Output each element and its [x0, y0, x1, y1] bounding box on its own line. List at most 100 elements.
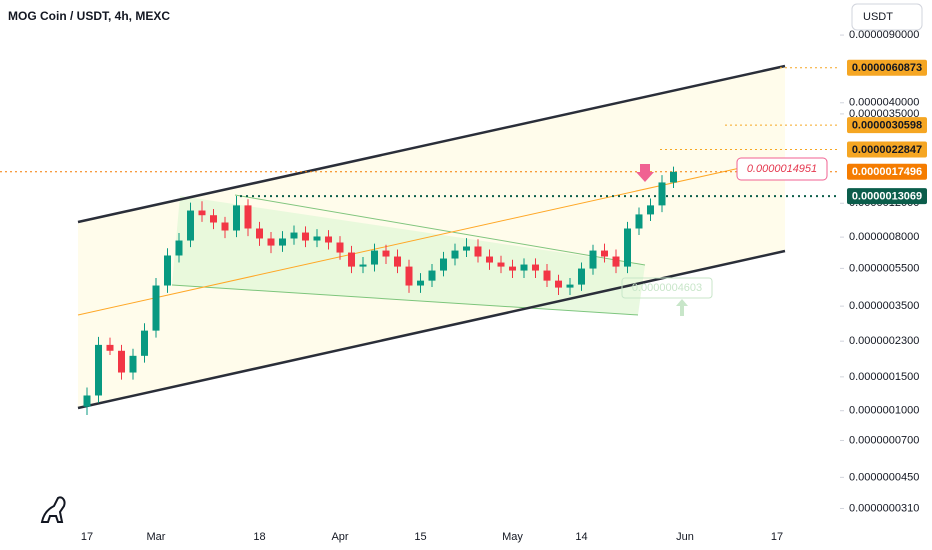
candle-body [463, 246, 470, 251]
signal-arrow [636, 164, 654, 182]
x-tick-label: May [502, 531, 523, 543]
candle-body [509, 266, 516, 271]
candle-body [566, 284, 574, 288]
price-level-label: 0.0000030598 [852, 120, 922, 132]
annotation-box [736, 157, 828, 181]
x-tick-label: Mar [147, 531, 166, 543]
candle-body [359, 264, 367, 267]
y-tick-label: 0.0000000450 [849, 471, 919, 483]
candle-body [325, 236, 332, 243]
x-tick-label: 17 [81, 531, 93, 543]
candle-body [635, 214, 643, 229]
channel-upper [77, 64, 786, 224]
candle-body [405, 266, 413, 286]
candle-body [589, 250, 597, 269]
candle-body [417, 280, 424, 286]
price-level-label: 0.0000060873 [852, 62, 922, 74]
candle-body [198, 210, 206, 216]
price-level-label: 0.0000013069 [852, 191, 922, 203]
candle-body [520, 264, 528, 271]
currency-button[interactable] [851, 3, 923, 31]
candle-body [601, 250, 608, 257]
chart-title: MOG Coin / USDT, 4h, MEXC [8, 9, 170, 23]
logo [40, 496, 66, 523]
candle-body [578, 268, 585, 285]
price-level-box [847, 141, 927, 158]
candle-body [106, 344, 114, 351]
candle-body [440, 258, 447, 271]
channel-lower [77, 249, 786, 410]
x-tick-label: 14 [575, 531, 587, 543]
triangle-upper [234, 194, 646, 266]
candle-body [152, 285, 160, 331]
y-tick-label: 0.0000001000 [849, 405, 919, 417]
candle-body [290, 232, 298, 239]
candle-body [313, 236, 321, 241]
triangle-lower [171, 284, 639, 316]
y-tick-label: 0.0000001500 [849, 371, 919, 383]
candle-body [451, 250, 459, 259]
candle-body [302, 232, 309, 241]
candle-body [164, 255, 171, 286]
y-tick-label: 0.0000003500 [849, 300, 919, 312]
candle-body [555, 280, 562, 288]
y-tick-label: 0.0000000700 [849, 434, 919, 446]
y-tick-label: 0.0000008000 [849, 231, 919, 243]
candle-body [95, 344, 102, 396]
candle-body [612, 256, 620, 267]
candle-body [670, 171, 677, 183]
candle-body [658, 182, 666, 206]
candle-body [187, 210, 194, 241]
candle-body [486, 256, 493, 263]
price-level-label: 0.0000022847 [852, 144, 922, 156]
faded-arrow [676, 299, 688, 316]
y-tick-label: 0.0000090000 [849, 29, 919, 41]
price-level-box [847, 59, 927, 76]
y-tick-label: 0.0000040000 [849, 97, 919, 109]
candle-body [210, 215, 217, 223]
candle-body [175, 240, 183, 256]
price-level-label: 0.0000017496 [852, 166, 922, 178]
currency-button-label[interactable]: USDT [863, 11, 893, 23]
triangle-fill [172, 196, 645, 315]
x-tick-label: 18 [253, 531, 265, 543]
y-tick-label: 0.0000000310 [849, 502, 919, 514]
candle-body [336, 242, 344, 253]
x-tick-label: Apr [331, 531, 348, 543]
y-tick-label: 0.0000035000 [849, 108, 919, 120]
candle-body [532, 264, 539, 271]
candle-body [221, 222, 229, 231]
x-tick-label: 17 [771, 531, 783, 543]
candle-body [428, 270, 436, 281]
candle-body [394, 256, 401, 267]
candle-body [474, 246, 482, 257]
candle-body [279, 238, 286, 246]
y-tick-label: 0.0000002300 [849, 335, 919, 347]
candle-body [647, 205, 654, 215]
price-level-box [847, 117, 927, 134]
candle-body [118, 350, 125, 373]
candle-body [141, 330, 148, 356]
candle-body [371, 250, 378, 265]
candle-body [244, 205, 252, 229]
annotation-label: 0.0000004603 [632, 282, 702, 294]
candle-body [543, 270, 551, 281]
x-tick-label: Jun [676, 531, 694, 543]
candle-body [129, 355, 137, 373]
price-level-box [847, 188, 927, 205]
candle-body [256, 228, 263, 239]
y-tick-label: 0.0000005500 [849, 262, 919, 274]
annotation-label: 0.0000014951 [747, 163, 817, 175]
candle-body [624, 228, 631, 267]
faded-label-box [621, 277, 713, 299]
candle-body [267, 238, 275, 246]
candle-body [83, 395, 91, 407]
candle-body [382, 250, 390, 257]
candle-body [497, 262, 505, 267]
x-tick-label: 15 [414, 531, 426, 543]
trend-line [77, 167, 741, 316]
candle-body [233, 205, 240, 231]
price-level-box [847, 163, 927, 180]
candle-body [348, 252, 355, 267]
